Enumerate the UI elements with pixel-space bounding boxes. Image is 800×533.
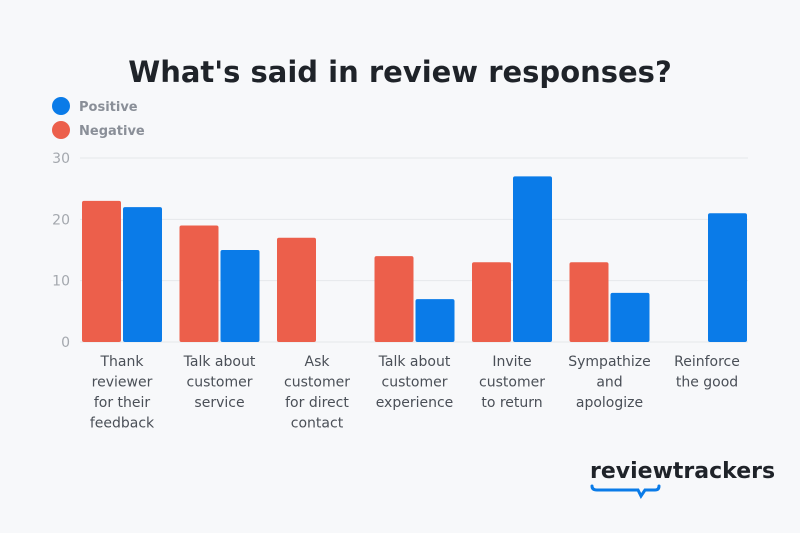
bar-positive [123,207,162,342]
bar-positive [220,250,260,342]
bars [82,176,747,342]
category-label: feedback [90,416,155,432]
legend-label: Negative [79,124,145,139]
bar-positive [415,299,455,342]
speech-bubble-underline-icon [590,484,661,499]
legend-swatch-negative [52,121,70,139]
chart-title: What's said in review responses? [128,55,672,89]
category-label: Ask [305,354,331,370]
bar-negative [179,225,219,342]
category-label: apologize [576,395,643,411]
category-label: and [596,375,622,391]
logo: reviewtrackers [590,459,775,499]
bar-positive [513,176,552,342]
bar-negative [277,237,316,342]
category-label: reviewer [92,375,153,391]
y-tick-label: 0 [61,335,70,351]
category-label: service [194,395,244,411]
bar-positive [708,213,747,342]
legend-label: Positive [79,100,138,115]
y-tick-label: 20 [52,212,70,228]
category-label: customer [382,375,448,391]
y-tick-label: 10 [52,274,70,290]
category-label: for direct [285,395,349,411]
category-label: Sympathize [568,354,651,370]
category-label: for their [94,395,151,411]
y-tick-label: 30 [52,151,70,167]
category-label: the good [676,375,738,391]
category-label: to return [481,395,542,411]
category-labels: Thank reviewer for their feedback Talk about… [90,354,740,432]
category-label: contact [291,416,344,432]
category-label: Thank [100,354,145,370]
bar-positive [610,292,650,342]
category-label: Talk about [183,354,256,370]
category-label: Invite [492,354,531,370]
legend: Positive Negative [52,97,145,139]
category-label: customer [479,375,545,391]
logo-text: reviewtrackers [590,459,775,484]
category-label: experience [376,395,454,411]
category-label: Talk about [378,354,451,370]
category-label: customer [284,375,350,391]
bar-negative [569,262,609,342]
category-label: Reinforce [674,354,740,370]
legend-swatch-positive [52,97,70,115]
category-label: customer [187,375,253,391]
bar-negative [374,256,414,342]
bar-negative [82,200,121,342]
bar-negative [472,262,511,342]
